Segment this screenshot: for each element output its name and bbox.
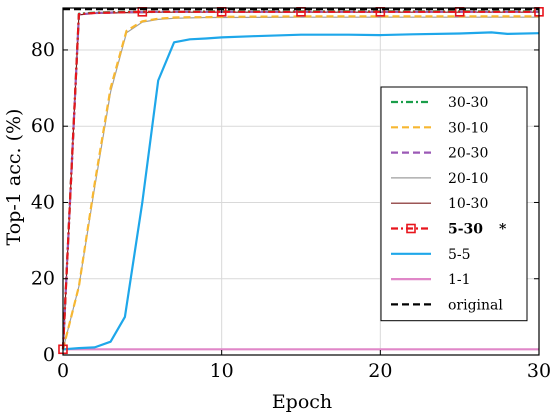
plot-frame [62,7,540,356]
y-axis-title: Top-1 acc. (%) [3,109,25,246]
legend-label-5-30: 5-30 [448,222,483,238]
legend-marker-5-30 [406,223,416,234]
y-tick-label: 60 [31,115,55,137]
legend-label-30-10: 30-10 [448,120,488,136]
x-axis-title: Epoch [272,391,332,413]
legend-label-5-5: 5-5 [448,247,471,263]
legend-label-1-1: 1-1 [448,272,471,288]
y-tick-label: 20 [31,268,55,290]
legend-label-30-30: 30-30 [448,95,488,111]
legend-label-20-30: 20-30 [448,146,488,162]
x-tick-label: 30 [527,360,551,382]
series-line-5-5 [62,31,540,351]
x-tick-label: 10 [210,360,234,382]
series-line-30-10 [61,15,539,350]
x-tick-label: 20 [368,360,392,382]
axis-ticks: 0 10 20 30 0 20 40 60 80 [31,8,551,382]
legend-label-original: original [448,297,503,313]
legend-label-suffix: * [499,222,507,238]
y-tick-label: 0 [43,344,55,366]
y-tick-label: 80 [31,39,55,61]
series-line-5-30 [61,10,539,350]
legend-label-10-30: 10-30 [448,196,488,212]
x-tick-label: 0 [57,360,69,382]
y-tick-label: 40 [31,191,55,213]
legend-box [380,86,528,322]
legend-label-20-10: 20-10 [448,171,488,187]
legend: 30-30 30-10 20-30 20-10 10-30 5-30 * 5-5 1-1 orig… [380,86,528,322]
